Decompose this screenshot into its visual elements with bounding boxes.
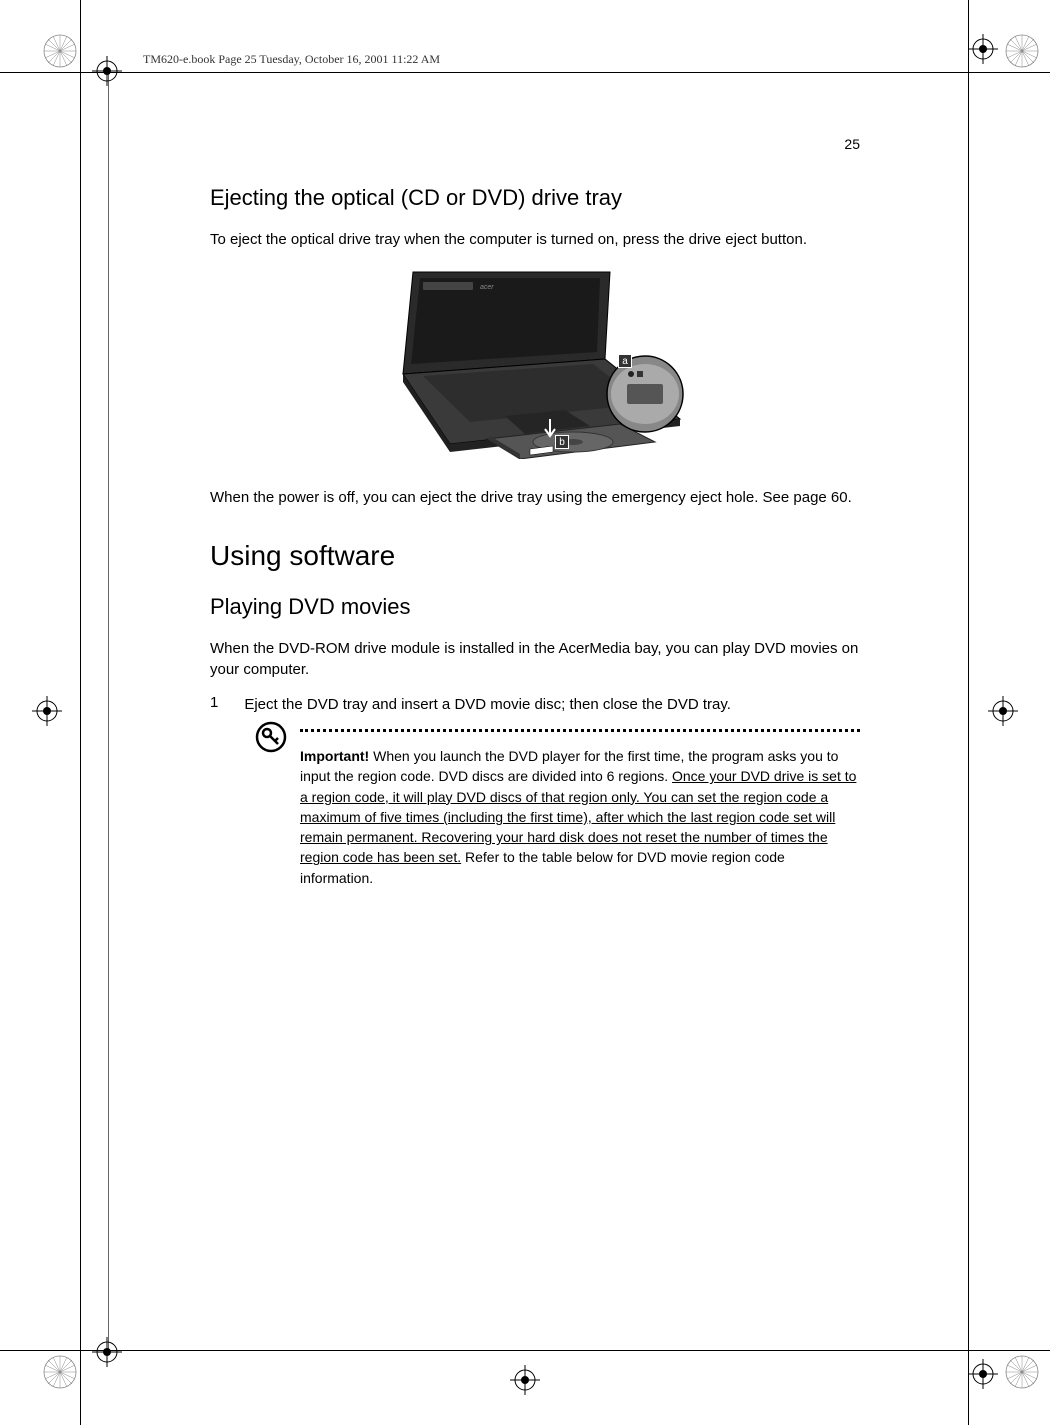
reg-mark-left-mid <box>32 696 62 726</box>
corner-wheel-br <box>1004 1354 1040 1390</box>
reg-mark-tl-inner <box>92 56 122 86</box>
reg-mark-bottom-mid <box>510 1365 540 1395</box>
para-dvd-intro: When the DVD-ROM drive module is install… <box>210 638 860 680</box>
corner-wheel-bl <box>42 1354 78 1390</box>
crop-line-right <box>968 0 969 1425</box>
reg-mark-tr-inner <box>968 34 998 64</box>
step-1-number: 1 <box>210 694 218 715</box>
page-content: Ejecting the optical (CD or DVD) drive t… <box>210 185 860 888</box>
svg-text:acer: acer <box>480 284 494 291</box>
corner-wheel-tr <box>1004 33 1040 69</box>
callout-b: b <box>555 435 569 449</box>
section-heading-dvd: Playing DVD movies <box>210 594 860 620</box>
corner-wheel-tl <box>42 33 78 69</box>
callout-a: a <box>618 354 632 368</box>
important-paragraph: Important! When you launch the DVD playe… <box>300 746 860 888</box>
main-heading-software: Using software <box>210 540 860 572</box>
crop-line-top <box>0 72 1050 73</box>
important-block: Important! When you launch the DVD playe… <box>260 729 860 888</box>
reg-mark-br-inner <box>968 1359 998 1389</box>
reg-mark-bl-inner <box>92 1337 122 1367</box>
key-icon <box>255 721 287 753</box>
para-eject-off: When the power is off, you can eject the… <box>210 487 860 508</box>
para-eject-on: To eject the optical drive tray when the… <box>210 229 860 250</box>
crop-line-left <box>80 0 81 1425</box>
inner-margin-line <box>108 72 109 1350</box>
page-number: 25 <box>844 136 860 152</box>
crop-line-bottom <box>0 1350 1050 1351</box>
dotted-separator <box>300 729 860 732</box>
laptop-illustration: acer a b <box>375 264 695 459</box>
important-label: Important! <box>300 748 369 764</box>
step-1: 1 Eject the DVD tray and insert a DVD mo… <box>210 694 860 715</box>
section-heading-eject: Ejecting the optical (CD or DVD) drive t… <box>210 185 860 211</box>
reg-mark-right-mid <box>988 696 1018 726</box>
step-1-text: Eject the DVD tray and insert a DVD movi… <box>244 694 731 715</box>
running-header: TM620-e.book Page 25 Tuesday, October 16… <box>143 52 440 67</box>
